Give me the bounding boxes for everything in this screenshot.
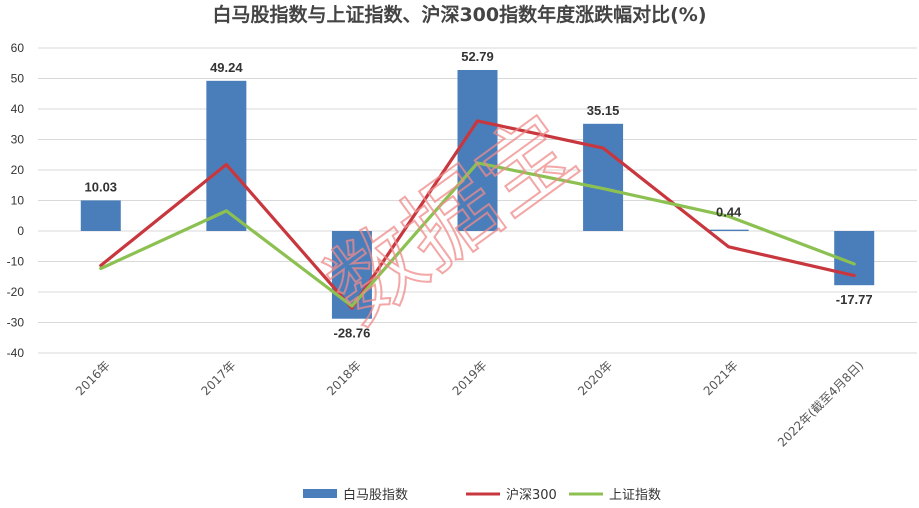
y-tick-label: 50 xyxy=(11,72,25,86)
legend: 白马股指数 沪深300 上证指数 xyxy=(303,487,661,503)
data-label: 35.15 xyxy=(587,103,620,118)
y-tick-label: 40 xyxy=(11,102,25,116)
y-tick-label: 10 xyxy=(11,194,25,208)
bar xyxy=(708,229,749,231)
series-line xyxy=(99,119,856,310)
y-tick-label: 60 xyxy=(11,41,25,55)
bar xyxy=(80,200,121,231)
x-axis-ticks: 2016年 2017年 2018年 2019年 2020年 2021年 2022年(截至4月… xyxy=(73,358,866,449)
x-tick-label: 2021年 xyxy=(701,358,741,398)
bar xyxy=(457,69,498,231)
bar xyxy=(206,80,247,232)
legend-label: 沪深300 xyxy=(506,487,557,503)
data-label: 10.03 xyxy=(85,179,118,194)
legend-label: 白马股指数 xyxy=(343,487,408,503)
x-tick-label: 2022年(截至4月8日) xyxy=(775,358,866,449)
line-series xyxy=(99,119,856,310)
y-tick-label: 0 xyxy=(17,224,24,238)
y-tick-label: -30 xyxy=(7,316,25,330)
data-label: 49.24 xyxy=(210,60,243,75)
legend-label: 上证指数 xyxy=(609,488,661,503)
x-tick-label: 2018年 xyxy=(324,358,364,398)
x-tick-label: 2019年 xyxy=(450,358,490,398)
y-tick-label: 30 xyxy=(11,133,25,147)
data-label: 0.44 xyxy=(716,205,742,220)
bar-series xyxy=(80,69,875,319)
y-tick-label: -10 xyxy=(7,255,25,269)
series-line xyxy=(99,161,856,308)
legend-swatch xyxy=(303,489,337,498)
x-tick-label: 2017年 xyxy=(198,358,238,398)
data-label: -28.76 xyxy=(333,326,370,341)
y-tick-label: 20 xyxy=(11,163,25,177)
data-label: -17.77 xyxy=(836,292,873,307)
watermark: 数据宝 xyxy=(308,95,594,344)
y-axis-ticks: 60 50 40 30 20 10 0 -10 -20 -30 -40 xyxy=(7,41,25,360)
y-tick-label: -20 xyxy=(7,285,25,299)
data-labels: 10.03 49.24 -28.76 52.79 35.15 0.44 -17.77 xyxy=(85,49,873,341)
y-tick-label: -40 xyxy=(7,346,25,360)
chart-title: 白马股指数与上证指数、沪深300指数年度涨跌幅对比(%) xyxy=(212,3,706,26)
x-tick-label: 2020年 xyxy=(575,358,615,398)
data-label: 52.79 xyxy=(461,49,494,64)
x-tick-label: 2016年 xyxy=(73,358,113,398)
bar xyxy=(583,123,624,231)
